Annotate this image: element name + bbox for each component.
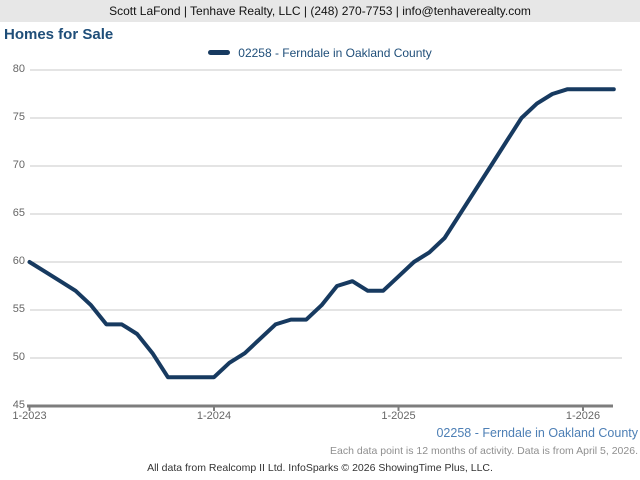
header-contact-text: Scott LaFond | Tenhave Realty, LLC | (24… (109, 4, 531, 18)
x-axis (27, 404, 613, 411)
y-tick-label: 55 (12, 303, 25, 315)
header-bar: Scott LaFond | Tenhave Realty, LLC | (24… (0, 0, 640, 22)
series-line-group (27, 87, 616, 380)
legend-label: 02258 - Ferndale in Oakland County (238, 45, 432, 60)
y-tick-label: 60 (12, 255, 25, 267)
page-title: Homes for Sale (4, 26, 114, 43)
y-tick-label: 80 (12, 63, 25, 75)
y-tick-label: 45 (12, 399, 25, 411)
x-tick-label: 1-2024 (196, 410, 232, 422)
y-tick-label: 70 (12, 159, 25, 171)
legend-line-swatch (208, 50, 231, 55)
y-tick-label: 75 (12, 111, 25, 123)
data-note: Each data point is 12 months of activity… (330, 445, 638, 457)
y-tick-label: 65 (12, 207, 25, 219)
chart-legend: 02258 - Ferndale in Oakland County (0, 45, 640, 60)
series-line (27, 87, 616, 380)
series-label-bottom: 02258 - Ferndale in Oakland County (436, 426, 638, 440)
gridlines (30, 69, 622, 359)
y-tick-label: 50 (12, 351, 25, 363)
attribution: All data from Realcomp II Ltd. InfoSpark… (147, 462, 493, 474)
x-tick-label: 1-2026 (565, 410, 601, 422)
x-tick-label: 1-2023 (12, 410, 47, 422)
x-tick-label: 1-2025 (381, 410, 416, 422)
